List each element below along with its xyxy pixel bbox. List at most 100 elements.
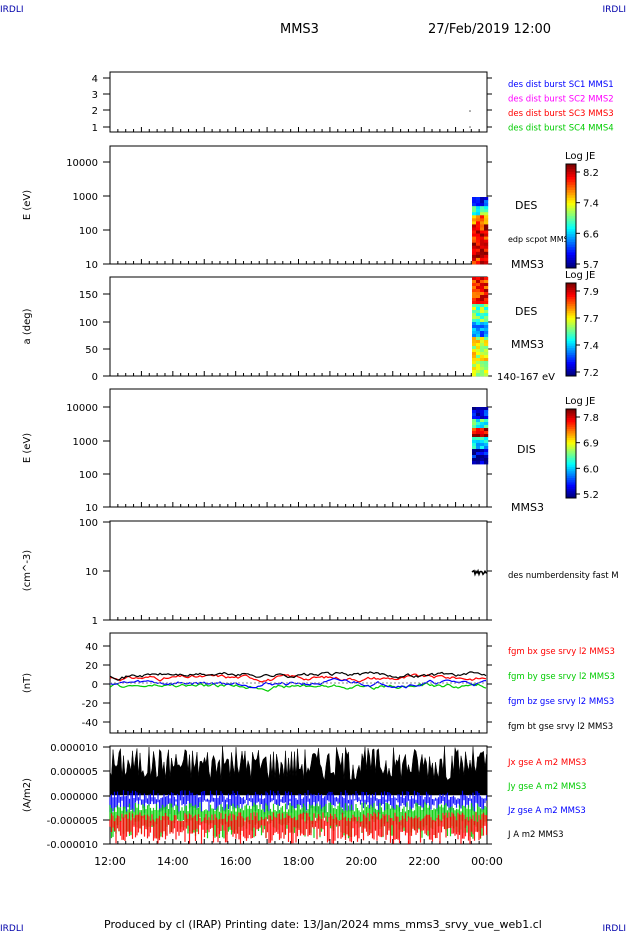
panel-4-heatmap-cell bbox=[472, 428, 476, 431]
panel-4-y-axis-label: E (eV) bbox=[22, 433, 33, 463]
panel-3-heatmap-cell bbox=[472, 316, 476, 319]
panel-3-heatmap-cell bbox=[476, 334, 480, 337]
panel-3-side-label: DES bbox=[515, 305, 537, 318]
panel-2-heatmap-cell bbox=[480, 209, 484, 212]
panel-3-heatmap-cell bbox=[476, 352, 480, 355]
panel-3-heatmap-cell bbox=[472, 361, 476, 364]
colorbar-3-tick-label: 7.8 bbox=[583, 413, 599, 424]
panel-3-heatmap-cell bbox=[484, 340, 488, 343]
density-legend-entry: des numberdensity fast M bbox=[508, 571, 619, 581]
panel-3-heatmap-cell bbox=[476, 295, 480, 298]
panel-3-heatmap-cell bbox=[480, 295, 484, 298]
panel-3-heatmap-cell bbox=[476, 361, 480, 364]
panel-1-data-point bbox=[469, 126, 471, 128]
panel-4-heatmap-cell bbox=[472, 455, 476, 458]
panel-3-heatmap-cell bbox=[484, 322, 488, 325]
panel-4-heatmap-cell bbox=[476, 419, 480, 422]
panel-4-heatmap-cell bbox=[484, 419, 488, 422]
panel-3-y-axis-label: a (deg) bbox=[22, 308, 33, 344]
panel-3-heatmap-cell bbox=[472, 373, 476, 376]
panel-2-heatmap-cell bbox=[480, 237, 484, 240]
panel-3-heatmap-cell bbox=[476, 289, 480, 292]
panel-2-heatmap-cell bbox=[480, 255, 484, 258]
panel-2-heatmap-cell bbox=[472, 212, 476, 215]
panel-3-heatmap-cell bbox=[480, 364, 484, 367]
panel-3-heatmap-cell bbox=[472, 328, 476, 331]
panel-3-heatmap-cell bbox=[484, 313, 488, 316]
panel-2-heatmap-cell bbox=[484, 227, 488, 230]
panel-3-heatmap-cell bbox=[472, 355, 476, 358]
panel-3-heatmap-cell bbox=[472, 310, 476, 313]
panel-2-heatmap-cell bbox=[472, 237, 476, 240]
panel-4-y-tick-label: 1000 bbox=[73, 437, 98, 448]
x-tick-label: 16:00 bbox=[220, 855, 252, 868]
panel-3-heatmap-cell bbox=[484, 283, 488, 286]
panel-2-heatmap-cell bbox=[480, 200, 484, 203]
panel-3-heatmap-cell bbox=[484, 331, 488, 334]
colorbar-2-tick-label: 7.2 bbox=[583, 368, 599, 379]
panel-2-heatmap-cell bbox=[476, 252, 480, 255]
panel-1-frame bbox=[110, 72, 487, 132]
panel-4-heatmap-cell bbox=[472, 446, 476, 449]
panel-3-heatmap-cell bbox=[476, 283, 480, 286]
panel-4-heatmap-cell bbox=[480, 440, 484, 443]
panel-4-heatmap-cell bbox=[484, 449, 488, 452]
panel-3-heatmap-cell bbox=[472, 301, 476, 304]
x-tick-label: 00:00 bbox=[471, 855, 503, 868]
panel-2-heatmap-cell bbox=[480, 243, 484, 246]
panel-3-heatmap-cell bbox=[476, 340, 480, 343]
panel-4-heatmap-cell bbox=[484, 455, 488, 458]
panel-3-heatmap-cell bbox=[480, 322, 484, 325]
panel-7-y-tick-label: 0.000010 bbox=[50, 743, 98, 754]
panel-3-heatmap-cell bbox=[472, 313, 476, 316]
panel-3-heatmap-cell bbox=[480, 355, 484, 358]
panel-3-heatmap-cell bbox=[476, 307, 480, 310]
panel-3-heatmap-cell bbox=[472, 325, 476, 328]
panel-4-y-tick-label: 10000 bbox=[66, 403, 98, 414]
panel-3-heatmap-cell bbox=[484, 292, 488, 295]
panel-3-heatmap-cell bbox=[484, 310, 488, 313]
panel-4-heatmap-cell bbox=[476, 410, 480, 413]
panel-3-heatmap-cell bbox=[480, 352, 484, 355]
panel-4-heatmap-cell bbox=[480, 437, 484, 440]
panel-3-heatmap-cell bbox=[476, 355, 480, 358]
panel-3-heatmap-cell bbox=[472, 295, 476, 298]
panel-2-heatmap-cell bbox=[476, 197, 480, 200]
panel-3-heatmap-cell bbox=[480, 277, 484, 280]
panel-2-heatmap-cell bbox=[476, 224, 480, 227]
panel-4-heatmap-cell bbox=[480, 446, 484, 449]
panel-2-heatmap-cell bbox=[484, 255, 488, 258]
panel-1-y-tick-label: 4 bbox=[92, 74, 98, 85]
panel-4-heatmap-cell bbox=[480, 410, 484, 413]
panel-2-heatmap-cell bbox=[476, 246, 480, 249]
colorbar-1-tick-label: 6.6 bbox=[583, 229, 599, 240]
panel-3-heatmap-cell bbox=[476, 367, 480, 370]
panel-3-heatmap-cell bbox=[480, 370, 484, 373]
panel-3-heatmap-cell bbox=[472, 304, 476, 307]
panel-4-heatmap-cell bbox=[472, 410, 476, 413]
panel-4-heatmap-cell bbox=[480, 452, 484, 455]
panel-4-heatmap-cell bbox=[480, 419, 484, 422]
panel-3-heatmap-cell bbox=[484, 325, 488, 328]
panel-4-heatmap-cell bbox=[472, 407, 476, 410]
panel-2-heatmap-cell bbox=[472, 255, 476, 258]
panel-2-heatmap-cell bbox=[480, 197, 484, 200]
panel-3-heatmap-cell bbox=[476, 322, 480, 325]
panel-3-heatmap-cell bbox=[484, 301, 488, 304]
panel-4-heatmap-cell bbox=[480, 449, 484, 452]
colorbar-2-title: Log JE bbox=[565, 270, 595, 281]
panel-3-heatmap-cell bbox=[472, 364, 476, 367]
colorbar-2-tick-label: 7.4 bbox=[583, 341, 599, 352]
panel-3-heatmap-cell bbox=[476, 364, 480, 367]
panel-3-heatmap-cell bbox=[480, 301, 484, 304]
panel-3-heatmap-cell bbox=[480, 304, 484, 307]
panel-3-heatmap-cell bbox=[472, 352, 476, 355]
panel-2-heatmap-cell bbox=[472, 203, 476, 206]
panel-6-y-axis-label: (nT) bbox=[22, 673, 33, 693]
colorbar-3-title: Log JE bbox=[565, 396, 595, 407]
panel-6-y-tick-label: 0 bbox=[92, 680, 98, 691]
panel-4-heatmap-cell bbox=[484, 443, 488, 446]
panel-2-heatmap-cell bbox=[484, 218, 488, 221]
panel-2-heatmap-cell bbox=[484, 200, 488, 203]
panel-3-heatmap-cell bbox=[472, 367, 476, 370]
